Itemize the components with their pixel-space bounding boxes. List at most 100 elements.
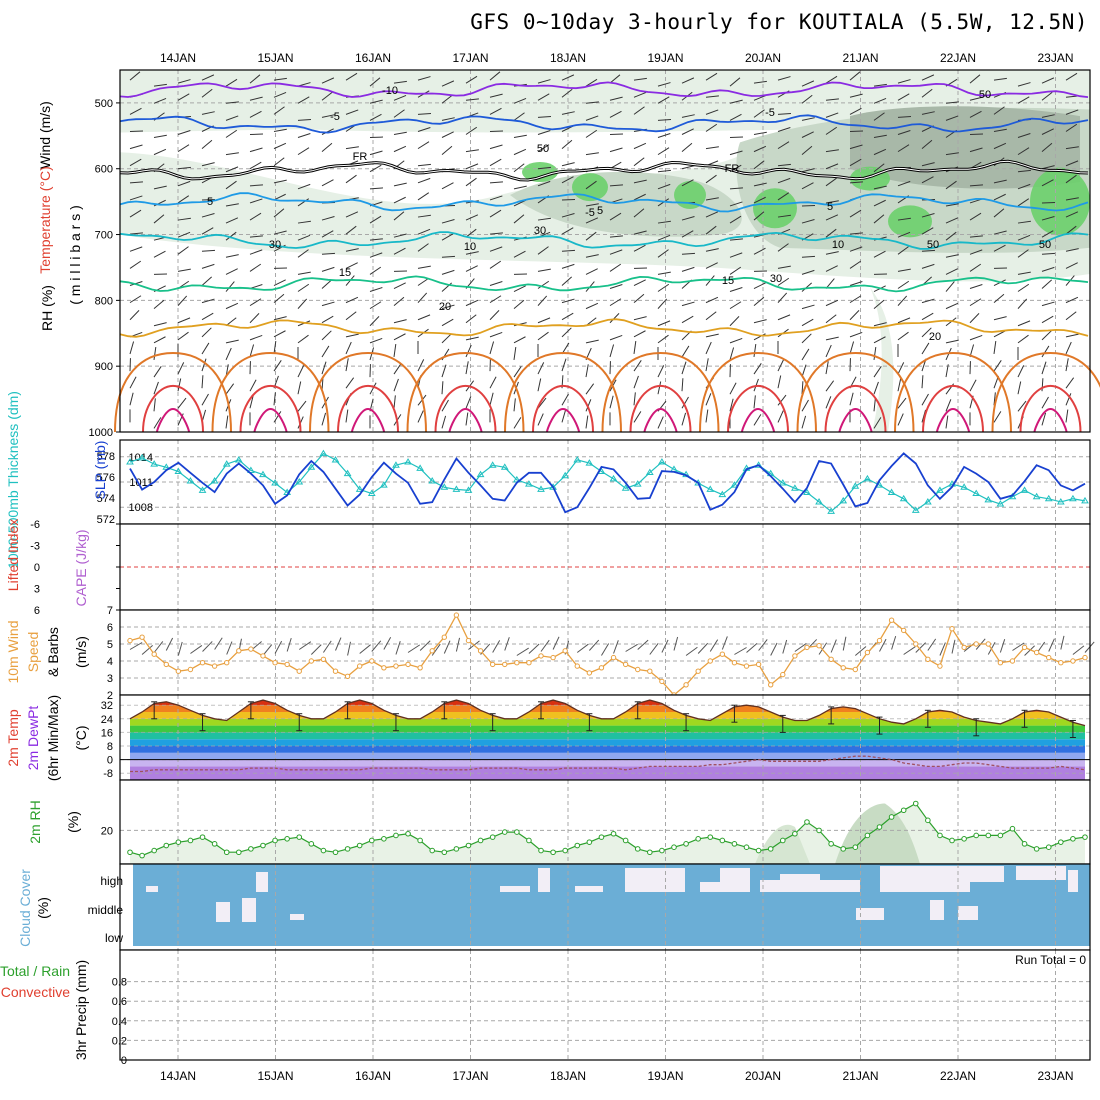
wind-barb <box>897 144 910 153</box>
wind-barb <box>129 144 143 150</box>
wind-barb <box>273 179 287 184</box>
wind-barb <box>249 395 254 409</box>
cloud-level-label: low <box>105 931 123 945</box>
wind-barb <box>681 142 693 152</box>
wind-barb <box>417 214 431 218</box>
date-label-top: 17JAN <box>452 51 488 65</box>
wind-barb <box>177 144 190 153</box>
wind-barb <box>369 113 382 121</box>
date-label-bottom: 22JAN <box>940 1069 976 1083</box>
isotherm-10 <box>119 231 1089 250</box>
wind-barb <box>225 339 239 344</box>
wind-barb <box>969 284 983 289</box>
wind-speed-point <box>731 660 738 666</box>
contour-label: -5 <box>585 207 595 219</box>
wind-barb <box>537 331 549 341</box>
wind-speed-point <box>550 654 556 661</box>
wind-speed-point <box>502 661 508 668</box>
wind-barb <box>1041 279 1052 289</box>
rh-point <box>127 849 133 856</box>
wind-barb <box>297 283 310 292</box>
rh-point <box>151 847 157 854</box>
date-axis-bottom: 14JAN 15JAN 16JAN 17JAN 18JAN 19JAN 20JAN 21JAN… <box>160 1069 1074 1083</box>
wind-barb <box>681 301 695 307</box>
wind-speed-point <box>622 661 629 668</box>
wind-barb-10m <box>347 641 351 656</box>
wind-barb <box>969 110 982 118</box>
wind-barb <box>753 319 767 324</box>
wind-barb <box>753 211 765 221</box>
wind-barb <box>561 162 575 167</box>
wind-barb <box>705 211 719 218</box>
temp-band <box>130 725 1085 733</box>
wind-barb <box>801 333 812 344</box>
wind-barb <box>657 334 669 344</box>
wind-barb <box>417 410 424 423</box>
wind-barb <box>993 193 1006 201</box>
wind-barb <box>921 139 933 149</box>
wind-barb <box>1017 400 1027 412</box>
wind-barb <box>321 252 336 255</box>
wind-speed-point <box>586 670 593 676</box>
wind-barb <box>273 77 287 81</box>
wind-barb <box>201 375 204 389</box>
date-label-top: 22JAN <box>940 51 976 65</box>
wind-barb-10m <box>685 646 698 656</box>
wind-barb <box>561 111 575 115</box>
wind-barb <box>849 107 862 115</box>
rh-point <box>804 819 810 825</box>
wind-barb <box>177 331 189 341</box>
pressure-tick-label: 700 <box>95 230 113 242</box>
wind-barb <box>369 187 384 190</box>
wind-barb <box>1041 216 1055 221</box>
wind-barb <box>225 383 235 395</box>
wind-barb <box>129 295 142 304</box>
wind-barb <box>465 98 479 101</box>
wind-barb <box>969 184 984 187</box>
wind-barb <box>945 231 957 241</box>
cloud-gap <box>930 900 944 920</box>
wind-barb-10m <box>1048 638 1055 652</box>
wind-barb <box>945 152 959 156</box>
wind-barb <box>393 196 406 204</box>
wind-barb <box>1017 298 1028 309</box>
wind-barb <box>1041 361 1047 375</box>
wind-barb <box>1065 333 1079 338</box>
wind-barb <box>537 268 551 272</box>
wind-barb <box>177 79 191 84</box>
wind-barb <box>873 250 886 258</box>
wind-barb <box>489 107 502 115</box>
rh-point <box>731 841 738 847</box>
wind-barb <box>513 285 526 292</box>
rh-point <box>163 842 170 849</box>
wind-barb <box>921 375 924 389</box>
thickness-point <box>416 464 425 471</box>
wind-barb <box>201 342 210 355</box>
thickness-point <box>174 467 183 474</box>
wind-barb <box>657 220 671 224</box>
wind-speed-point <box>308 658 315 664</box>
li-tick-label: 3 <box>34 584 40 596</box>
wind-barb-10m <box>637 639 649 650</box>
wind-barb <box>729 398 734 412</box>
wind-barb <box>585 180 597 190</box>
wind-barb <box>897 217 911 221</box>
wind-barb <box>585 203 599 207</box>
contour-label: 50 <box>1039 239 1051 251</box>
wind-barb <box>129 107 142 115</box>
warm-contour <box>991 352 1100 433</box>
rh-point <box>223 849 230 856</box>
wind-barb <box>369 77 381 87</box>
wind-barb <box>321 128 334 135</box>
wind-barb <box>513 398 516 412</box>
wind-barb <box>849 232 863 235</box>
rh-point <box>477 837 484 844</box>
wind-barb <box>729 215 742 224</box>
wind-barb <box>417 127 431 132</box>
wind-barb <box>345 174 357 184</box>
wind-barb <box>585 115 599 121</box>
wind-barb <box>633 208 645 218</box>
wind-barb <box>921 409 927 423</box>
wind-barb <box>321 266 335 272</box>
wind-speed-point <box>127 637 133 644</box>
